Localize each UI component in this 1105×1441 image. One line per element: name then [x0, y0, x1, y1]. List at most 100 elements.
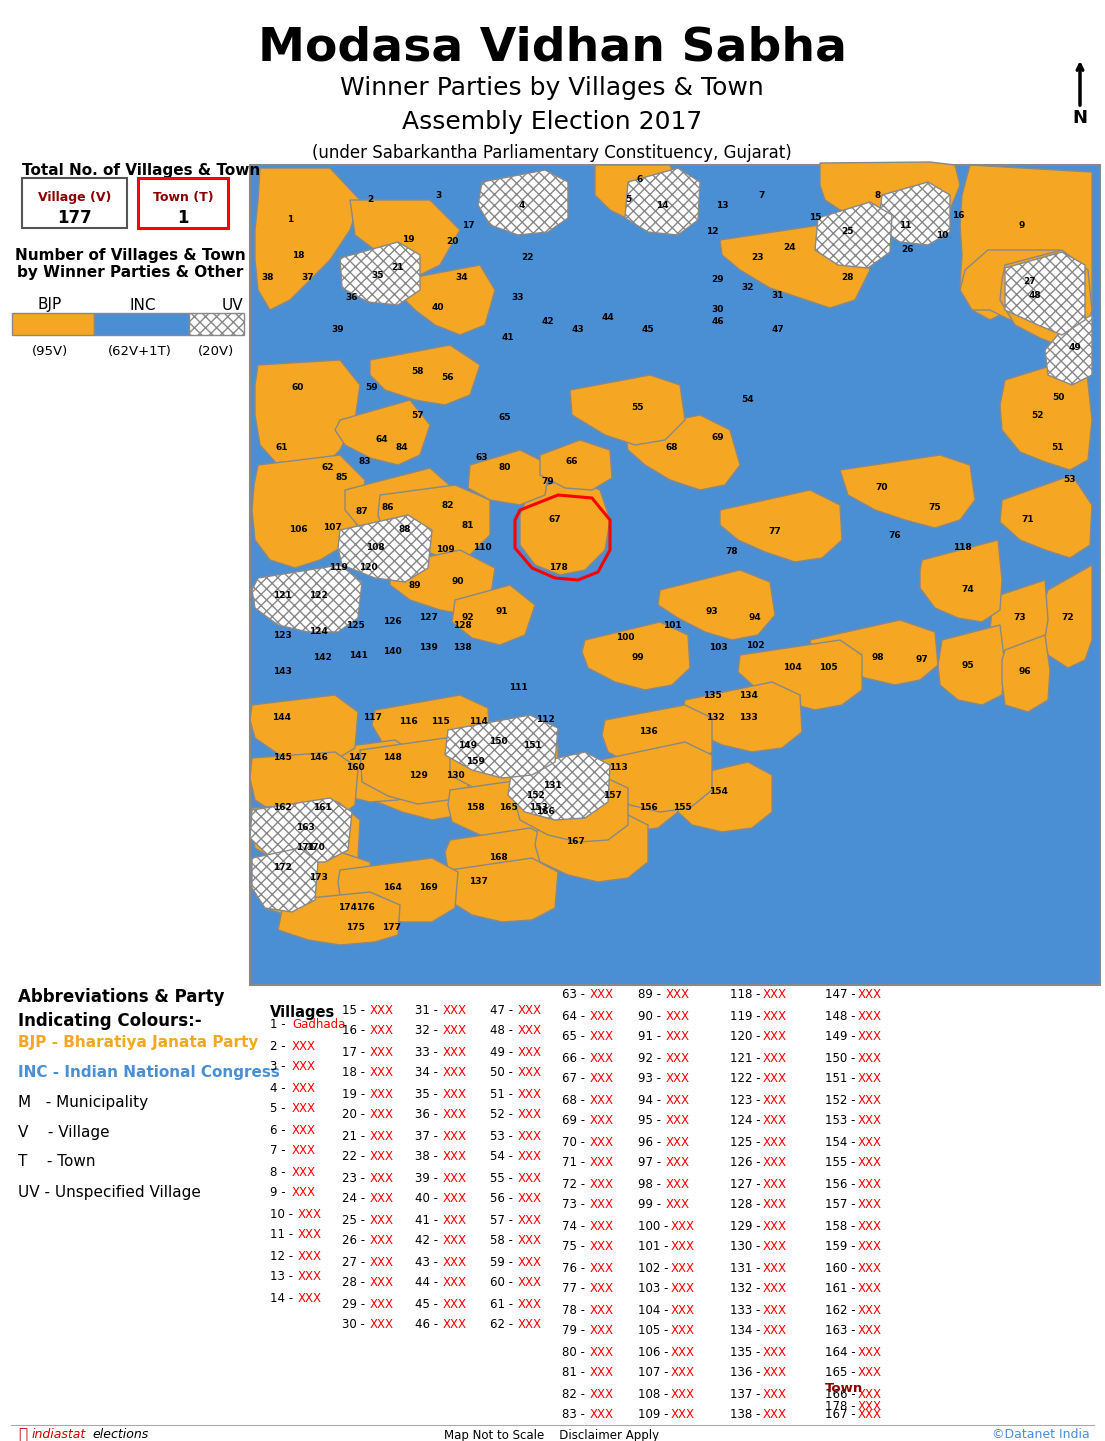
Text: 103 -: 103 -	[638, 1282, 672, 1295]
Text: 10: 10	[936, 231, 948, 239]
Polygon shape	[594, 166, 685, 231]
Text: 82: 82	[442, 500, 454, 510]
Text: 125: 125	[346, 621, 365, 630]
Text: 45 -: 45 -	[415, 1297, 442, 1310]
Text: 26: 26	[902, 245, 914, 255]
Text: 101: 101	[663, 621, 682, 630]
Text: 96 -: 96 -	[638, 1136, 665, 1148]
Text: XXX: XXX	[369, 1319, 393, 1331]
Text: 71: 71	[1022, 516, 1034, 525]
Text: 163 -: 163 -	[825, 1324, 860, 1337]
Polygon shape	[340, 242, 420, 305]
Text: XXX: XXX	[442, 1277, 466, 1290]
Text: XXX: XXX	[762, 1282, 787, 1295]
Text: 95: 95	[961, 660, 975, 670]
Text: XXX: XXX	[589, 1261, 613, 1274]
Text: XXX: XXX	[292, 1082, 316, 1095]
Text: 38 -: 38 -	[415, 1150, 442, 1163]
Text: XXX: XXX	[857, 1219, 882, 1232]
Text: XXX: XXX	[762, 1052, 787, 1065]
Text: 68 -: 68 -	[562, 1094, 589, 1107]
Text: XXX: XXX	[671, 1304, 695, 1317]
Text: Map Not to Scale    Disclaimer Apply: Map Not to Scale Disclaimer Apply	[444, 1428, 660, 1441]
Text: XXX: XXX	[292, 1124, 316, 1137]
Polygon shape	[508, 752, 610, 820]
Text: XXX: XXX	[442, 1150, 466, 1163]
Text: 143: 143	[273, 667, 292, 676]
Text: XXX: XXX	[369, 1130, 393, 1143]
Text: XXX: XXX	[857, 1282, 882, 1295]
Text: XXX: XXX	[762, 1346, 787, 1359]
Text: 11 -: 11 -	[270, 1229, 297, 1242]
Text: 56 -: 56 -	[490, 1193, 517, 1206]
Text: 28 -: 28 -	[343, 1277, 369, 1290]
Text: XXX: XXX	[369, 1193, 393, 1206]
Text: 92: 92	[462, 614, 474, 623]
Text: 53: 53	[1064, 476, 1076, 484]
Text: XXX: XXX	[762, 1094, 787, 1107]
Text: 7: 7	[759, 190, 765, 199]
Text: 165 -: 165 -	[825, 1366, 860, 1379]
Text: 74: 74	[961, 585, 975, 595]
Text: XXX: XXX	[369, 1150, 393, 1163]
Text: XXX: XXX	[857, 1094, 882, 1107]
Polygon shape	[1000, 476, 1092, 558]
Text: INC: INC	[129, 297, 156, 313]
Text: 72: 72	[1062, 614, 1074, 623]
Text: 32: 32	[741, 284, 755, 293]
Text: 40: 40	[432, 304, 444, 313]
Text: 83 -: 83 -	[562, 1408, 589, 1421]
Bar	[94, 313, 189, 334]
Text: 57: 57	[412, 411, 424, 419]
Text: 49: 49	[1069, 343, 1082, 353]
Text: 89 -: 89 -	[638, 989, 665, 1001]
Text: XXX: XXX	[517, 1003, 541, 1016]
Text: 99: 99	[632, 654, 644, 663]
Text: 94: 94	[748, 614, 761, 623]
Polygon shape	[252, 455, 365, 568]
Text: XXX: XXX	[369, 1046, 393, 1059]
Text: 155: 155	[673, 804, 692, 813]
Text: 25 -: 25 -	[343, 1213, 369, 1226]
Text: 116: 116	[399, 718, 418, 726]
Text: 75 -: 75 -	[562, 1241, 589, 1254]
Text: 153 -: 153 -	[825, 1114, 859, 1127]
Text: 76 -: 76 -	[562, 1261, 589, 1274]
Polygon shape	[720, 225, 870, 308]
Text: 67: 67	[549, 516, 561, 525]
Text: 155 -: 155 -	[825, 1157, 859, 1170]
Text: 13 -: 13 -	[270, 1271, 297, 1284]
Text: 172: 172	[273, 863, 292, 872]
Text: XXX: XXX	[857, 1366, 882, 1379]
Text: 109: 109	[435, 546, 454, 555]
Polygon shape	[1000, 249, 1092, 347]
Text: XXX: XXX	[442, 1297, 466, 1310]
Text: 123 -: 123 -	[730, 1094, 765, 1107]
Text: XXX: XXX	[589, 1114, 613, 1127]
Text: 25: 25	[842, 228, 854, 236]
Text: 157: 157	[602, 791, 621, 800]
Text: 54: 54	[741, 395, 755, 405]
Bar	[138, 179, 228, 228]
Text: Winner Parties by Villages & Town: Winner Parties by Villages & Town	[340, 76, 764, 99]
Text: XXX: XXX	[292, 1039, 316, 1052]
Text: 152 -: 152 -	[825, 1094, 860, 1107]
Text: XXX: XXX	[589, 1408, 613, 1421]
Text: 135: 135	[703, 690, 722, 699]
Text: 72 -: 72 -	[562, 1177, 589, 1190]
Text: 98 -: 98 -	[638, 1177, 665, 1190]
Text: 36: 36	[346, 294, 358, 303]
Text: 69 -: 69 -	[562, 1114, 589, 1127]
Text: 103: 103	[708, 644, 727, 653]
Text: 6 -: 6 -	[270, 1124, 290, 1137]
Text: XXX: XXX	[665, 1052, 690, 1065]
Text: 134 -: 134 -	[730, 1324, 765, 1337]
Text: 55 -: 55 -	[490, 1172, 517, 1185]
Text: 8 -: 8 -	[270, 1166, 290, 1179]
Text: 54 -: 54 -	[490, 1150, 517, 1163]
Text: XXX: XXX	[517, 1088, 541, 1101]
Text: XXX: XXX	[589, 1010, 613, 1023]
Text: 178: 178	[548, 563, 568, 572]
Text: 133: 133	[738, 713, 757, 722]
Text: XXX: XXX	[517, 1213, 541, 1226]
